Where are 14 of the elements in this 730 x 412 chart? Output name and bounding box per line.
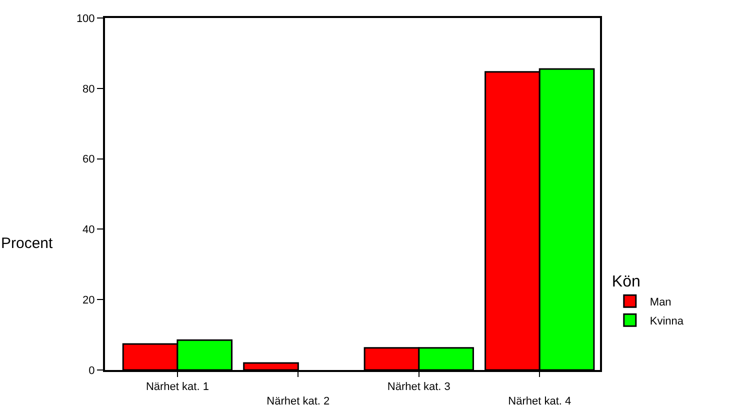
x-tick-label: Närhet kat. 2 <box>266 396 330 408</box>
x-tick-label: Närhet kat. 3 <box>387 381 450 394</box>
legend-label: Man <box>650 296 672 308</box>
y-axis-title: Procent <box>1 235 54 252</box>
x-tick-label: Närhet kat. 1 <box>146 381 209 394</box>
y-tick-label: 40 <box>82 224 95 236</box>
y-tick-label: 100 <box>76 12 95 25</box>
y-tick-label: 80 <box>82 83 95 96</box>
y-tick-label: 0 <box>88 364 95 377</box>
x-tick-label: Närhet kat. 4 <box>508 396 572 408</box>
legend-label: Kvinna <box>650 315 684 328</box>
y-tick-label: 60 <box>82 154 95 166</box>
y-tick-label: 20 <box>82 294 95 306</box>
legend-title: Kön <box>612 274 640 291</box>
